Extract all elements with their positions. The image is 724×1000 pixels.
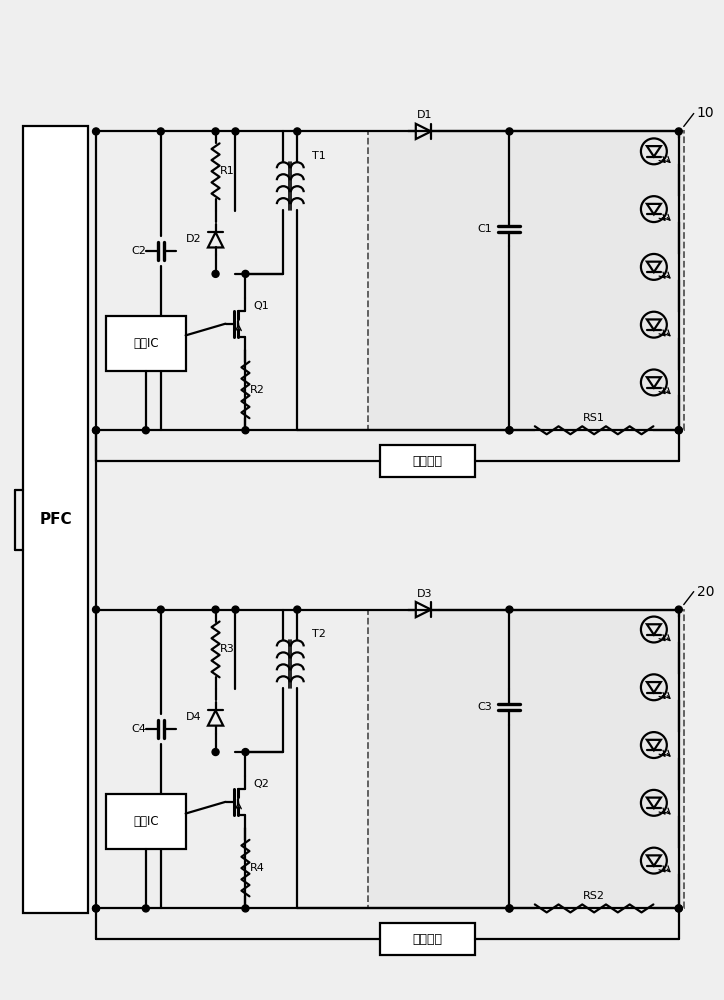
Circle shape — [93, 606, 99, 613]
Text: RS1: RS1 — [583, 413, 605, 423]
Text: C2: C2 — [132, 246, 146, 256]
Circle shape — [506, 427, 513, 434]
Text: RS2: RS2 — [583, 891, 605, 901]
Circle shape — [242, 270, 249, 277]
Circle shape — [212, 128, 219, 135]
Circle shape — [675, 128, 682, 135]
FancyBboxPatch shape — [368, 610, 683, 908]
Text: C3: C3 — [477, 702, 492, 712]
Circle shape — [212, 606, 219, 613]
Text: 反馈电路: 反馈电路 — [412, 933, 442, 946]
Circle shape — [506, 606, 513, 613]
Text: D1: D1 — [417, 110, 432, 120]
Circle shape — [232, 128, 239, 135]
Circle shape — [143, 427, 149, 434]
Text: T2: T2 — [312, 629, 326, 639]
Text: 控制IC: 控制IC — [133, 337, 159, 350]
Text: R1: R1 — [220, 166, 235, 176]
Circle shape — [506, 128, 513, 135]
Text: C4: C4 — [132, 724, 146, 734]
Circle shape — [232, 606, 239, 613]
Circle shape — [294, 128, 300, 135]
Text: R3: R3 — [220, 644, 235, 654]
FancyBboxPatch shape — [23, 126, 88, 913]
FancyBboxPatch shape — [368, 131, 683, 430]
FancyBboxPatch shape — [106, 316, 185, 371]
Text: 反馈电路: 反馈电路 — [412, 455, 442, 468]
Text: 10: 10 — [696, 106, 715, 120]
Circle shape — [93, 905, 99, 912]
Circle shape — [242, 427, 249, 434]
FancyBboxPatch shape — [106, 794, 185, 849]
Text: 20: 20 — [696, 585, 714, 599]
FancyBboxPatch shape — [380, 445, 474, 477]
Text: D2: D2 — [186, 234, 201, 244]
Circle shape — [675, 427, 682, 434]
Circle shape — [93, 427, 99, 434]
Text: PFC: PFC — [39, 512, 72, 527]
Text: T1: T1 — [312, 151, 326, 161]
Circle shape — [157, 606, 164, 613]
Text: Q2: Q2 — [253, 779, 269, 789]
Circle shape — [294, 606, 300, 613]
Circle shape — [675, 606, 682, 613]
Text: D4: D4 — [186, 712, 201, 722]
Circle shape — [675, 427, 682, 434]
Circle shape — [157, 128, 164, 135]
Text: 控制IC: 控制IC — [133, 815, 159, 828]
Circle shape — [212, 270, 219, 277]
Text: C1: C1 — [477, 224, 492, 234]
Circle shape — [242, 905, 249, 912]
Circle shape — [675, 905, 682, 912]
Text: R4: R4 — [250, 863, 265, 873]
Circle shape — [143, 905, 149, 912]
FancyBboxPatch shape — [380, 923, 474, 955]
Circle shape — [506, 905, 513, 912]
Circle shape — [506, 427, 513, 434]
Text: R2: R2 — [250, 385, 265, 395]
Circle shape — [242, 749, 249, 756]
Text: D3: D3 — [417, 589, 432, 599]
Text: Q1: Q1 — [253, 301, 269, 311]
Circle shape — [93, 905, 99, 912]
Circle shape — [506, 905, 513, 912]
Circle shape — [93, 427, 99, 434]
Circle shape — [675, 905, 682, 912]
Circle shape — [212, 749, 219, 756]
Circle shape — [93, 128, 99, 135]
